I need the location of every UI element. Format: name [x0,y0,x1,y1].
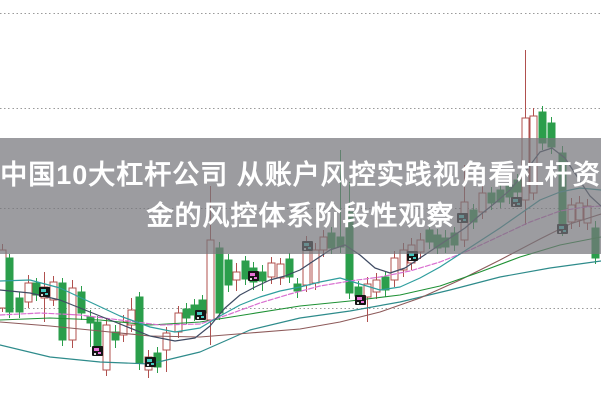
up-candle-body [390,257,399,281]
candle [182,303,191,324]
candle [174,306,183,338]
signal-marker [248,271,259,281]
candle [241,256,250,285]
candle [224,254,233,292]
down-candle-body [354,286,363,297]
candle [267,257,276,284]
down-candle-body [93,321,102,348]
candle [15,292,24,318]
candle [258,265,267,291]
headline-line-2: 金的风控体系阶段性观察 [146,201,455,231]
up-candle-body [267,262,276,278]
candle [390,251,399,287]
candle [49,276,58,306]
candle [276,258,285,285]
down-candle-body [32,282,41,296]
up-candle-body [68,287,77,341]
up-candle-body [363,283,372,298]
candle [68,280,77,348]
ma-line-cyan-long [0,260,601,365]
up-candle-body [311,249,320,284]
down-candle-body [15,297,24,313]
down-candle-body [215,247,224,314]
down-candle-body [224,259,233,286]
up-candle-body [0,249,7,309]
candle [232,263,241,291]
up-candle-body [162,332,171,351]
down-candle-body [381,276,390,291]
signal-marker [355,295,366,305]
candle [111,325,120,348]
down-candle-body [182,308,191,319]
down-candle-body [258,271,267,282]
candle [102,318,111,376]
signal-marker [145,357,156,367]
candle [5,254,14,318]
headline-overlay: 中国10大杠杆公司 从账户风控实践视角看杠杆资 金的风控体系阶段性观察 [0,138,601,254]
down-candle-body [5,257,14,313]
up-candle-body [232,271,241,281]
ma-line-green [0,236,601,326]
candle [58,278,67,346]
up-candle-body [372,279,381,293]
up-candle-body [276,263,285,279]
down-candle-body [77,291,86,314]
candle [119,315,128,342]
signal-marker [39,287,50,297]
signal-marker [195,310,206,320]
headline-line-1: 中国10大杠杆公司 从账户风控实践视角看杠杆资 [0,160,601,190]
up-candle-body [174,312,183,333]
down-candle-body [135,296,144,364]
down-candle-body [58,282,67,341]
signal-marker [92,346,103,356]
candle [127,298,136,332]
down-candle-body [285,258,294,278]
candle [285,253,294,283]
down-candle-body [241,260,250,280]
candle [162,327,171,372]
candle [0,244,7,312]
up-candle-body [127,309,136,326]
